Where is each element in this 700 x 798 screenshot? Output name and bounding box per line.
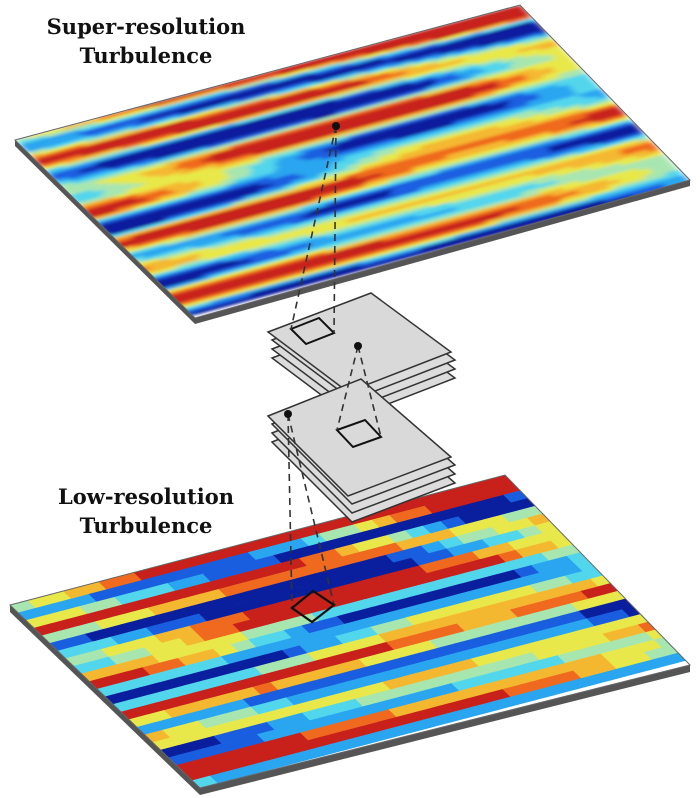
low-res-label-line1: Low-resolution (58, 484, 234, 509)
high-res-output-point (332, 122, 340, 130)
high-res-label-line1: Super-resolution (47, 14, 246, 39)
lower-receptive-window (335, 418, 383, 449)
low-res-plane-edge (10, 605, 690, 795)
upper-layer-point (354, 342, 362, 350)
low-resolution-plane (9, 474, 691, 795)
low-res-turbulence-field (10, 475, 690, 788)
high-res-turbulence-field (15, 5, 690, 318)
lower-top-layer (266, 378, 453, 497)
receptive-field-connectors (287, 125, 382, 609)
high-res-label-line2: Turbulence (80, 43, 213, 68)
low-res-label-line2: Turbulence (80, 513, 213, 538)
low-res-input-window (290, 589, 336, 624)
lower-layer-point (284, 410, 292, 418)
output-points (284, 122, 362, 418)
lower-layer-stack (266, 378, 457, 523)
high-resolution-plane (14, 4, 691, 324)
